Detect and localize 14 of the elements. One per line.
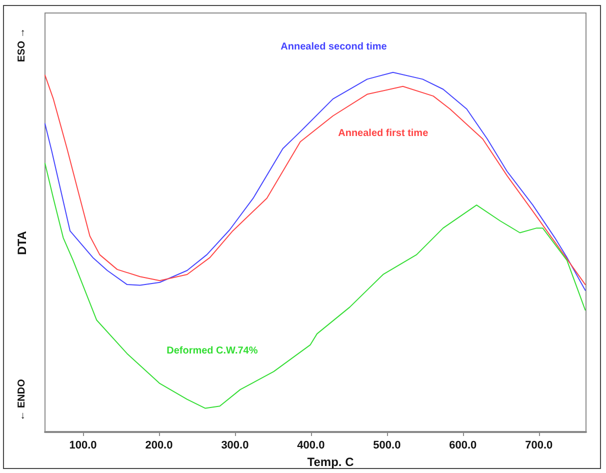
text: ESO → (16, 28, 28, 62)
text: Annealed second time (280, 42, 388, 53)
y-axis-title: DTA (15, 230, 29, 255)
text: Deformed C.W.74% (166, 346, 258, 357)
x-tick-label: 400.0 (297, 440, 325, 452)
x-axis-title: Temp. C (307, 455, 354, 469)
x-tick-label: 500.0 (373, 440, 401, 452)
x-tick-label: 700.0 (525, 440, 553, 452)
x-tick-label: 600.0 (449, 440, 477, 452)
text: ← ENDO (16, 378, 28, 421)
x-tick-label: 200.0 (145, 440, 173, 452)
x-tick-label: 300.0 (221, 440, 249, 452)
series-label: Annealed first time (338, 128, 429, 139)
x-tick-label: 100.0 (69, 440, 97, 452)
